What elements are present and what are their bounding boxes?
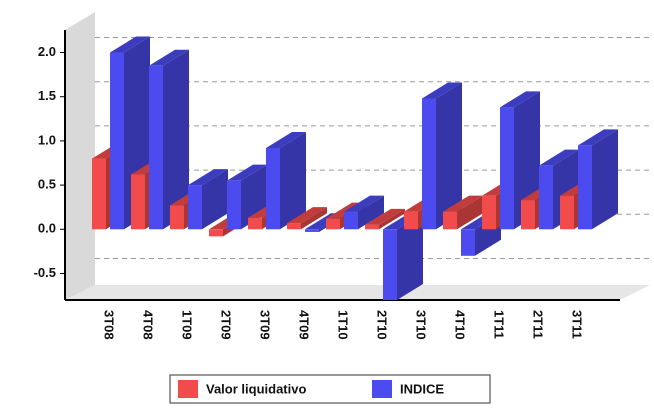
bar (287, 207, 327, 230)
x-tick-label: 1T11 (492, 310, 507, 339)
bar-front (404, 211, 418, 230)
bar (344, 195, 384, 230)
bar-top (500, 91, 540, 108)
x-tick-label: 3T11 (570, 310, 585, 339)
bar-front (248, 217, 262, 230)
bar-front (521, 200, 535, 230)
bar-side (280, 131, 306, 230)
bar-front (422, 98, 436, 230)
bar-front (92, 158, 106, 230)
bar-top (227, 164, 267, 181)
bar-side (163, 49, 189, 230)
bar-side (379, 208, 405, 230)
bar-top (422, 82, 462, 99)
bar-side (436, 82, 462, 230)
bar-top (188, 169, 228, 186)
floor (65, 285, 650, 300)
x-tick-label: 2T09 (219, 310, 234, 340)
legend (169, 374, 491, 404)
x-tick-label: 4T09 (297, 310, 312, 340)
x-tick-label: 1T09 (180, 310, 195, 340)
bar-top (539, 149, 579, 166)
bar-top (365, 208, 405, 225)
bar (188, 169, 228, 230)
bar-side (202, 169, 228, 230)
bar-top (149, 49, 189, 66)
side-wall (65, 12, 95, 300)
bar-side (358, 195, 384, 230)
bar-top (287, 207, 327, 224)
bar-front (461, 229, 475, 256)
bar-side (592, 129, 618, 230)
bar-front (560, 195, 574, 230)
bar (443, 195, 483, 230)
bar-front (305, 229, 319, 232)
y-tick-label: -0.5 (34, 265, 56, 280)
y-tick-label: 1.5 (38, 88, 56, 103)
bar-front (188, 185, 202, 230)
bar (365, 208, 405, 230)
bar (149, 49, 189, 230)
x-tick-label: 4T10 (453, 310, 468, 340)
bar-front (149, 65, 163, 230)
x-tick-label: 2T10 (375, 310, 390, 340)
bar-front (209, 229, 223, 237)
x-tick-label: 2T11 (531, 310, 546, 339)
bar (110, 36, 150, 230)
bar-front (131, 174, 145, 230)
bar-front (539, 165, 553, 230)
bar-front (326, 218, 340, 230)
bar-side (301, 207, 327, 230)
x-tick-label: 3T08 (102, 310, 117, 340)
bar (422, 82, 462, 230)
bar-front (344, 211, 358, 230)
bar-side (397, 213, 423, 300)
bar-front (365, 224, 379, 230)
bar-front (266, 147, 280, 230)
legend-label: Valor liquidativo (206, 381, 306, 396)
x-tick-label: 3T09 (258, 310, 273, 340)
y-tick-label: 1.0 (38, 132, 56, 147)
x-tick-label: 1T10 (336, 310, 351, 340)
bar (578, 129, 618, 230)
bar-top (110, 36, 150, 53)
bar-top (344, 195, 384, 212)
bar-front (500, 107, 514, 230)
x-tick-label: 4T08 (141, 310, 156, 340)
bar-front (110, 52, 124, 230)
bar-front (482, 195, 496, 230)
bar-top (443, 195, 483, 212)
y-tick-label: 2.0 (38, 44, 56, 59)
bar-front (578, 145, 592, 230)
legend-swatch (178, 380, 198, 398)
bar-front (287, 223, 301, 230)
bar-front (170, 205, 184, 230)
bar-top (578, 129, 618, 146)
bar-front (227, 180, 241, 230)
y-tick-label: 0.0 (38, 221, 56, 236)
bar-front (383, 229, 397, 300)
bar (266, 131, 306, 230)
bar-top (266, 131, 306, 148)
y-tick-label: 0.5 (38, 177, 56, 192)
x-tick-label: 3T10 (414, 310, 429, 340)
bar-side (457, 195, 483, 230)
bar-front (443, 211, 457, 230)
legend-swatch (372, 380, 392, 398)
legend-label: INDICE (400, 381, 444, 396)
